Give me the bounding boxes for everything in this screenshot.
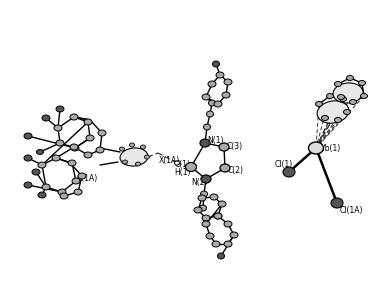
Ellipse shape: [42, 184, 50, 190]
Ellipse shape: [122, 160, 127, 164]
Ellipse shape: [200, 139, 210, 147]
Ellipse shape: [218, 253, 225, 259]
Ellipse shape: [58, 189, 66, 195]
Ellipse shape: [230, 232, 238, 238]
Ellipse shape: [339, 96, 347, 101]
Ellipse shape: [56, 106, 64, 112]
Ellipse shape: [343, 110, 350, 115]
Text: C(2): C(2): [228, 166, 244, 175]
Ellipse shape: [200, 205, 207, 211]
Ellipse shape: [212, 241, 220, 247]
Text: Cl(1A): Cl(1A): [340, 207, 363, 215]
Text: H(1): H(1): [174, 168, 191, 176]
Ellipse shape: [185, 163, 196, 171]
Ellipse shape: [56, 140, 64, 146]
Ellipse shape: [334, 117, 341, 122]
Ellipse shape: [327, 93, 334, 98]
Ellipse shape: [54, 125, 62, 131]
Ellipse shape: [208, 81, 216, 87]
Ellipse shape: [38, 192, 46, 198]
Ellipse shape: [36, 149, 44, 154]
Ellipse shape: [140, 145, 145, 149]
Text: C(1): C(1): [175, 161, 191, 169]
Ellipse shape: [120, 148, 148, 166]
Ellipse shape: [72, 178, 80, 184]
Ellipse shape: [129, 143, 134, 147]
Ellipse shape: [214, 101, 222, 107]
Ellipse shape: [70, 144, 78, 150]
Text: X(1A): X(1A): [159, 156, 180, 166]
Text: N(2): N(2): [191, 178, 207, 188]
Ellipse shape: [216, 72, 224, 78]
Ellipse shape: [206, 233, 214, 239]
Ellipse shape: [222, 92, 230, 98]
Ellipse shape: [224, 221, 232, 227]
Ellipse shape: [347, 76, 354, 81]
Ellipse shape: [214, 213, 222, 219]
Ellipse shape: [24, 155, 32, 161]
Ellipse shape: [224, 241, 232, 247]
Ellipse shape: [202, 215, 210, 221]
Ellipse shape: [218, 201, 226, 207]
Ellipse shape: [220, 164, 230, 172]
Ellipse shape: [210, 194, 218, 200]
Ellipse shape: [333, 83, 363, 103]
Text: C(1A): C(1A): [77, 173, 98, 183]
Ellipse shape: [201, 175, 211, 183]
Ellipse shape: [60, 193, 68, 199]
Ellipse shape: [219, 143, 229, 151]
Ellipse shape: [70, 114, 78, 120]
Ellipse shape: [203, 124, 211, 130]
Ellipse shape: [74, 189, 82, 195]
Ellipse shape: [283, 167, 295, 177]
Ellipse shape: [52, 155, 60, 161]
Ellipse shape: [202, 221, 210, 227]
Ellipse shape: [86, 135, 94, 141]
Ellipse shape: [71, 145, 79, 151]
Ellipse shape: [334, 81, 341, 86]
Ellipse shape: [200, 191, 207, 197]
Ellipse shape: [84, 152, 92, 158]
Ellipse shape: [84, 119, 92, 125]
Ellipse shape: [145, 155, 149, 159]
Text: C(3): C(3): [227, 142, 243, 151]
Ellipse shape: [68, 160, 76, 166]
Ellipse shape: [78, 173, 86, 179]
Text: Yb(1): Yb(1): [321, 144, 341, 152]
Ellipse shape: [331, 198, 343, 208]
Ellipse shape: [24, 182, 32, 188]
Ellipse shape: [214, 213, 222, 219]
Ellipse shape: [98, 130, 106, 136]
Ellipse shape: [309, 142, 323, 154]
Ellipse shape: [207, 111, 214, 117]
Ellipse shape: [174, 161, 180, 165]
Ellipse shape: [194, 207, 202, 213]
Ellipse shape: [38, 162, 46, 168]
Text: Cl(1): Cl(1): [275, 159, 293, 168]
Ellipse shape: [198, 195, 206, 201]
Ellipse shape: [224, 79, 232, 85]
Text: N(1): N(1): [207, 137, 223, 146]
Ellipse shape: [317, 101, 349, 123]
Ellipse shape: [202, 94, 210, 100]
Ellipse shape: [338, 95, 345, 100]
Ellipse shape: [24, 133, 32, 139]
Ellipse shape: [96, 147, 104, 153]
Ellipse shape: [120, 147, 125, 151]
Ellipse shape: [361, 93, 367, 98]
Ellipse shape: [32, 169, 40, 175]
Ellipse shape: [359, 81, 365, 86]
Ellipse shape: [350, 100, 356, 105]
Ellipse shape: [321, 115, 328, 120]
Ellipse shape: [42, 115, 50, 121]
Ellipse shape: [209, 100, 216, 106]
Ellipse shape: [316, 101, 323, 106]
Ellipse shape: [136, 162, 140, 166]
Ellipse shape: [212, 61, 220, 67]
